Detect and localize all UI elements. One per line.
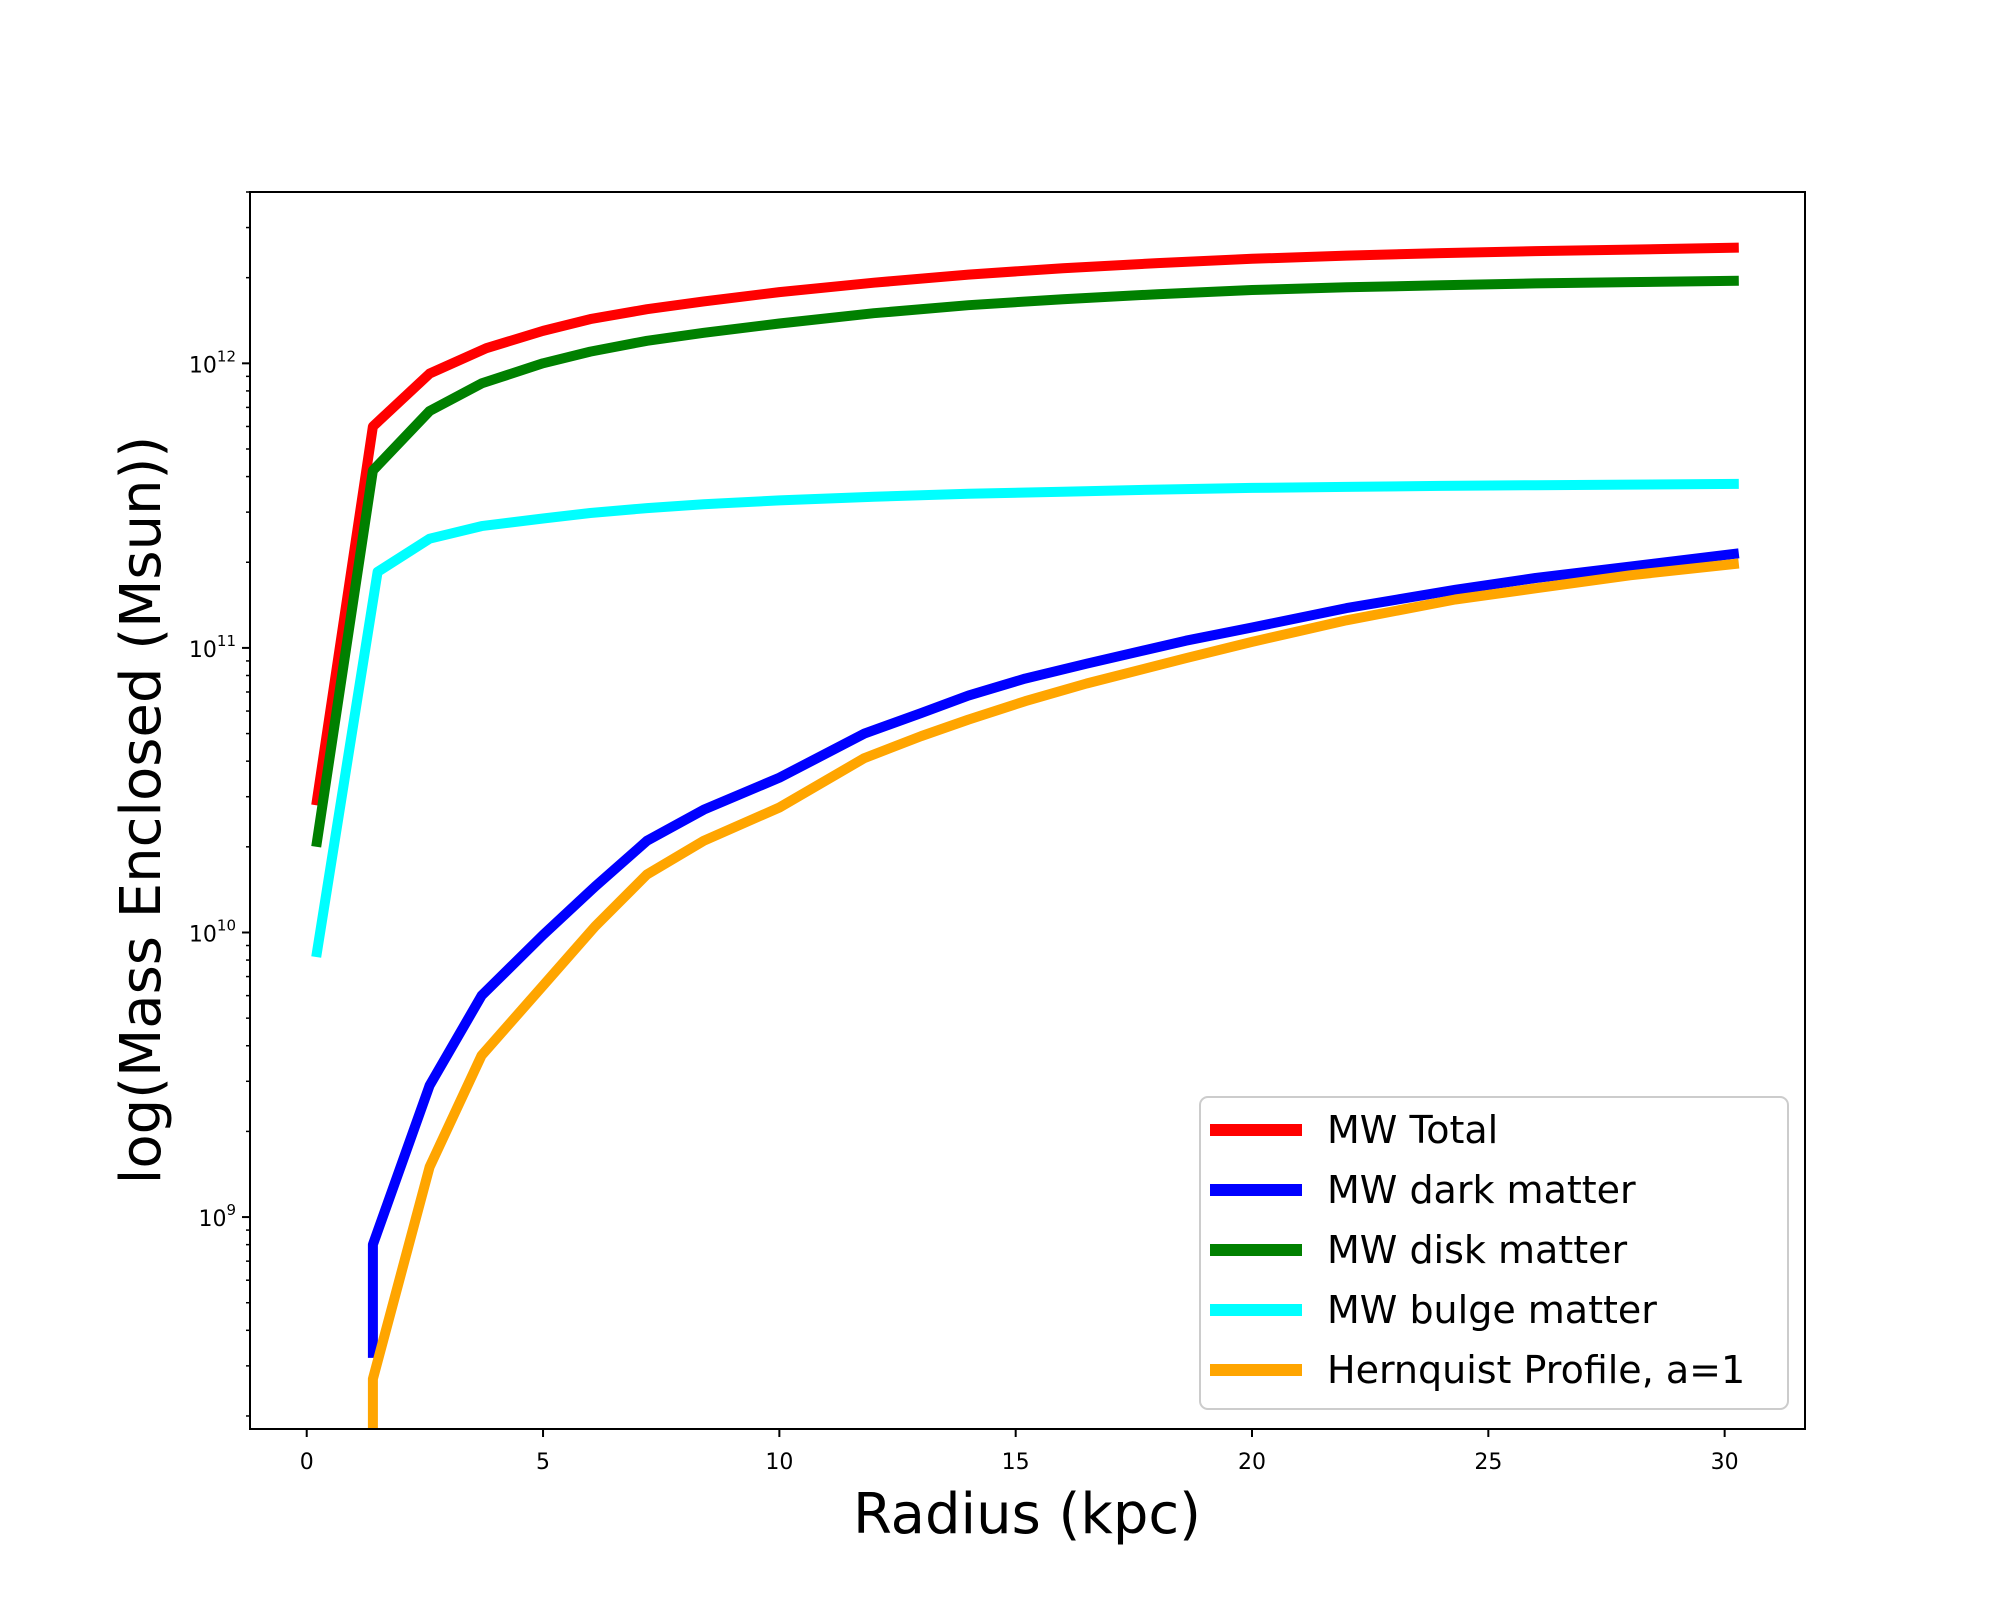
legend-label: MW Total [1327, 1108, 1498, 1152]
legend: MW Total MW dark matter MW disk matter MW b… [1199, 1096, 1789, 1410]
legend-label: MW disk matter [1327, 1228, 1627, 1272]
x-tick-label: 10 [765, 1450, 793, 1475]
legend-label: MW dark matter [1327, 1168, 1636, 1212]
legend-label: Hernquist Profile, a=1 [1327, 1348, 1745, 1392]
plot-frame [249, 191, 1806, 1430]
x-tick-label: 20 [1238, 1450, 1266, 1475]
series-line-2 [311, 275, 1739, 848]
x-axis-ticks: 0 5 10 15 20 25 30 [300, 1429, 1739, 1475]
y-tick-label: 1010 [189, 916, 236, 947]
x-tick-label: 30 [1711, 1450, 1739, 1475]
x-tick-label: 0 [300, 1450, 314, 1475]
legend-label: MW bulge matter [1327, 1288, 1657, 1332]
y-tick-label: 1012 [189, 347, 236, 378]
series-line-3 [311, 478, 1739, 958]
y-axis-label: log(Mass Enclosed (Msun)) [109, 436, 174, 1184]
series-layer [311, 242, 1740, 1429]
y-tick-label: 1011 [189, 632, 236, 663]
x-tick-label: 15 [1002, 1450, 1030, 1475]
x-tick-label: 25 [1474, 1450, 1502, 1475]
legend-box [1199, 1096, 1789, 1410]
y-tick-label: 109 [198, 1201, 236, 1232]
x-tick-label: 5 [536, 1450, 550, 1475]
series-line-4 [367, 558, 1740, 1429]
series-line-1 [367, 548, 1740, 1358]
y-axis-ticks: 109 1010 1011 1012 [189, 191, 250, 1417]
x-axis-label: Radius (kpc) [853, 1482, 1201, 1547]
series-line-0 [311, 242, 1739, 806]
